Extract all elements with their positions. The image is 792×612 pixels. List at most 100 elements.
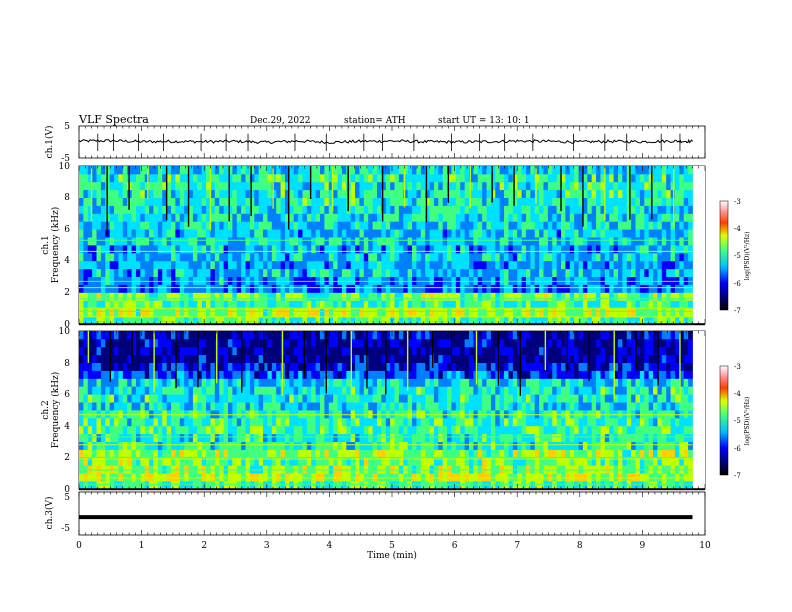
ch1-spectrogram-cell — [394, 292, 400, 301]
ch2-spectrogram-cell — [306, 441, 312, 450]
ch1-spectrogram-cell — [490, 205, 496, 214]
ch2-spectrogram-cell — [219, 457, 224, 466]
ch2-spectrogram-cell — [350, 473, 356, 482]
ch1-spectrogram-cell — [263, 221, 268, 230]
ch2-spectrogram-cell — [87, 473, 93, 482]
ch1-spectrogram-cell — [587, 268, 593, 277]
ch2-spectrogram-cell — [517, 378, 522, 387]
ch2-spectrogram-cell — [530, 481, 536, 490]
ch2-spectrogram-cell — [486, 465, 492, 474]
ch1-spectrogram-cell — [486, 173, 492, 183]
ch2-spectrogram-cell — [109, 457, 115, 466]
ch1-spectrogram-cell — [626, 252, 632, 262]
ch1-spectrogram-cell — [140, 268, 146, 277]
ch2-spectrogram-cell — [298, 425, 303, 435]
ch1-spectrogram-cell — [118, 189, 124, 198]
ch1-spectrogram-cell — [512, 268, 518, 277]
ch1-spectrogram-cell — [600, 260, 606, 270]
ch2-spectrogram-cell — [328, 433, 334, 442]
ch1-spectrogram-cell — [587, 205, 593, 214]
ch1-spectrogram-cell — [451, 292, 457, 301]
ch2-spectrogram-cell — [639, 417, 645, 427]
ch2-spectrogram-cell — [188, 465, 194, 474]
ch1-spectrogram-cell — [433, 316, 439, 325]
ch1-spectrogram-cell — [271, 229, 277, 238]
ch2-spectrogram-cell — [162, 433, 168, 442]
ch1-spectrogram-cell — [385, 221, 391, 230]
ch2-spectrogram-cell — [171, 473, 176, 482]
ch1-spectrogram-cell — [175, 229, 181, 238]
ch1-spectrogram-cell — [569, 237, 575, 246]
ch2-spectrogram-cell — [473, 378, 479, 387]
ch2-spectrogram-cell — [635, 410, 641, 419]
ch2-spectrogram-cell — [482, 386, 487, 395]
ch1-spectrogram-cell — [223, 308, 229, 317]
ch2-spectrogram-cell — [135, 417, 141, 427]
ch2-spectrogram-cell — [223, 481, 229, 490]
ch2-spectrogram-cell — [556, 402, 562, 411]
ch1-spectrogram-cell — [232, 292, 238, 301]
ch2-spectrogram-cell — [249, 441, 255, 450]
ch1-spectrogram-cell — [328, 237, 334, 246]
ch1-spectrogram-cell — [315, 268, 321, 277]
ch2-spectrogram-cell — [232, 449, 238, 458]
ch2-spectrogram-cell — [398, 402, 404, 411]
ch1-spectrogram-cell — [135, 237, 141, 246]
ch1-spectrogram-cell — [284, 237, 290, 246]
ch2-spectrogram-cell — [372, 449, 378, 458]
ch1-ytick-2: 2 — [64, 288, 70, 298]
ch2-spectrogram-cell — [179, 378, 185, 387]
ch2-spectrogram-cell — [451, 449, 457, 458]
ch1-spectrogram-cell — [192, 189, 198, 198]
ch2-spectrogram-cell — [604, 481, 610, 490]
ch2-spectrogram-cell — [258, 465, 264, 474]
ch2-spectrogram-cell — [337, 441, 343, 450]
ch1-spectrogram-cell — [263, 173, 268, 183]
ch1-spectrogram-cell — [521, 300, 527, 309]
ch1-spectrogram-cell — [648, 260, 654, 270]
ch1-spectrogram-cell — [227, 276, 233, 285]
ch1-spectrogram-cell — [455, 308, 461, 317]
ch1-spectrogram-cell — [341, 292, 347, 301]
ch1-spectrogram-cell — [157, 221, 163, 230]
ch2-spectrogram-cell — [464, 370, 470, 379]
ch2-spectrogram-cell — [122, 425, 128, 435]
ch1-spectrogram-cell — [276, 213, 281, 222]
ch1-spectrogram-cell — [298, 181, 303, 191]
ch2-spectrogram-cell — [289, 370, 295, 379]
ch1-spectrogram-cell — [179, 316, 185, 325]
ch2-spectrogram-cell — [429, 410, 435, 419]
ch1-spectrogram-cell — [534, 292, 540, 301]
ch1-spectrogram-cell — [197, 268, 203, 277]
ch1-spectrogram-cell — [241, 292, 246, 301]
ch1-spectrogram-cell — [171, 268, 176, 277]
ch2-spectrogram-cell — [543, 378, 549, 387]
ch1-spectrogram-cell — [144, 237, 150, 246]
ch1-spectrogram-cell — [214, 166, 220, 175]
ch2-spectrogram-cell — [206, 378, 211, 387]
ch1-spectrogram-cell — [206, 276, 211, 285]
ch2-spectrogram-cell — [184, 449, 189, 458]
ch1-spectrogram-cell — [227, 189, 233, 198]
ch1-spectrogram-cell — [469, 181, 474, 191]
ch1-spectrogram-cell — [188, 166, 194, 175]
ch2-spectrogram-cell — [525, 378, 531, 387]
ch2-spectrogram-cell — [315, 378, 321, 387]
ch2-spectrogram-cell — [556, 394, 562, 403]
ch1-spectrogram-cell — [447, 308, 452, 317]
ch1-spectrogram-cell — [635, 197, 641, 206]
ch1-spectrogram-cell — [315, 276, 321, 285]
ch2-spectrogram-cell — [416, 441, 422, 450]
ch2-spectrogram-cell — [100, 378, 106, 387]
ch2-spectrogram-cell — [96, 410, 102, 419]
ch2-spectrogram-cell — [631, 370, 636, 379]
ch1-spectrogram-cell — [407, 292, 413, 301]
ch1-spectrogram-cell — [127, 213, 132, 222]
ch1-spectrogram-cell — [157, 237, 163, 246]
ch1-spectrogram-cell — [175, 245, 181, 254]
ch1-spectrogram-cell — [83, 181, 89, 191]
ch1-spectrogram-cell — [359, 300, 365, 309]
ch1-spectrogram-cell — [670, 205, 676, 214]
ch1-spectrogram-cell — [626, 173, 632, 183]
ch2-spectrogram-cell — [464, 457, 470, 466]
